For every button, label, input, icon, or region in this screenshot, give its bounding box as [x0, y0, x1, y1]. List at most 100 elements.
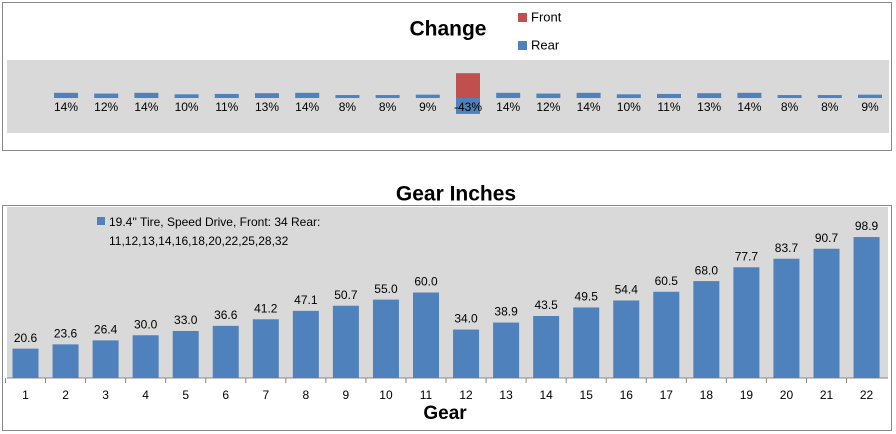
bar [733, 267, 760, 378]
bar [132, 335, 159, 378]
data-label: 11% [657, 100, 680, 114]
bar [335, 95, 360, 98]
bar [858, 94, 882, 98]
data-label: 98.9 [855, 219, 879, 233]
legend-swatch [97, 217, 105, 225]
data-label: 77.7 [735, 249, 759, 263]
x-tick-label: 14 [539, 388, 553, 402]
bar [413, 292, 439, 378]
x-tick-label: 3 [102, 388, 109, 402]
x-tick-label: 12 [459, 388, 473, 402]
data-label: 30.0 [134, 317, 158, 331]
bar [657, 93, 681, 98]
bar [737, 92, 762, 98]
bar [52, 344, 79, 378]
bar [616, 94, 641, 98]
bar [777, 95, 802, 98]
data-label: 60.0 [414, 275, 438, 289]
legend-label: Front [531, 9, 562, 24]
bar [54, 92, 78, 98]
bar [813, 248, 840, 378]
bar [94, 93, 119, 98]
bar [456, 98, 480, 114]
bar [372, 299, 399, 378]
x-tick-label: 13 [499, 388, 513, 402]
data-label: 50.7 [334, 288, 358, 302]
data-label: 33.0 [174, 313, 198, 327]
bar [576, 92, 601, 98]
bar [693, 281, 720, 378]
data-label: 20.6 [14, 331, 38, 345]
data-label: 8% [781, 100, 799, 114]
bar [12, 348, 39, 378]
bar [573, 307, 600, 378]
data-label: 14% [134, 100, 158, 114]
bar [172, 330, 199, 378]
data-label: 54.4 [615, 283, 639, 297]
x-tick-label: 2 [62, 388, 69, 402]
data-label: 90.7 [815, 231, 839, 245]
data-label: 55.0 [374, 282, 398, 296]
x-tick-label: 19 [740, 388, 754, 402]
data-label: 47.1 [294, 293, 318, 307]
x-tick-label: 22 [860, 388, 874, 402]
bar [214, 93, 239, 98]
bar [773, 258, 800, 378]
x-tick-label: 7 [262, 388, 269, 402]
data-label: -43% [454, 100, 482, 114]
bar [456, 73, 480, 98]
bar [536, 93, 561, 98]
data-label: 9% [419, 100, 437, 114]
data-label: 68.0 [695, 263, 719, 277]
legend-label: Rear [531, 37, 560, 52]
data-label: 14% [54, 100, 78, 114]
bar [817, 95, 842, 98]
x-tick-label: 16 [620, 388, 634, 402]
bar [653, 291, 680, 378]
x-tick-label: 18 [700, 388, 714, 402]
x-tick-label: 5 [182, 388, 189, 402]
data-label: 14% [577, 100, 601, 114]
bar [295, 92, 320, 98]
x-tick-label: 8 [303, 388, 310, 402]
data-label: 49.5 [575, 290, 599, 304]
data-label: 8% [821, 100, 839, 114]
bar [332, 305, 359, 378]
bar [375, 95, 400, 98]
x-tick-label: 17 [660, 388, 674, 402]
data-label: 83.7 [775, 241, 799, 255]
data-label: 14% [496, 100, 520, 114]
data-label: 13% [255, 100, 279, 114]
x-tick-label: 9 [343, 388, 350, 402]
data-label: 8% [379, 100, 397, 114]
x-axis-label: Gear [423, 403, 467, 424]
bar [697, 93, 722, 98]
bar [853, 237, 880, 378]
x-tick-label: 4 [142, 388, 149, 402]
legend-swatch [518, 41, 527, 50]
data-label: 9% [861, 100, 879, 114]
bar [292, 310, 319, 378]
bar [493, 322, 520, 378]
data-label: 8% [339, 100, 357, 114]
data-label: 10% [617, 100, 641, 114]
bar [212, 325, 239, 378]
data-label: 11% [215, 100, 238, 114]
bar [496, 92, 521, 98]
data-label: 34.0 [454, 312, 478, 326]
bar [613, 300, 640, 378]
data-label: 14% [737, 100, 761, 114]
legend-label: 19.4'' Tire, Speed Drive, Front: 34 Rear… [109, 215, 321, 248]
data-label: 60.5 [655, 274, 679, 288]
data-label: 14% [295, 100, 319, 114]
data-label: 13% [697, 100, 721, 114]
data-label: 36.6 [214, 308, 238, 322]
data-label: 41.2 [254, 301, 278, 315]
bar [134, 92, 159, 98]
chart-title: Gear Inches [396, 183, 516, 206]
legend-swatch [518, 13, 527, 22]
data-label: 38.9 [494, 305, 518, 319]
bar [415, 94, 440, 98]
